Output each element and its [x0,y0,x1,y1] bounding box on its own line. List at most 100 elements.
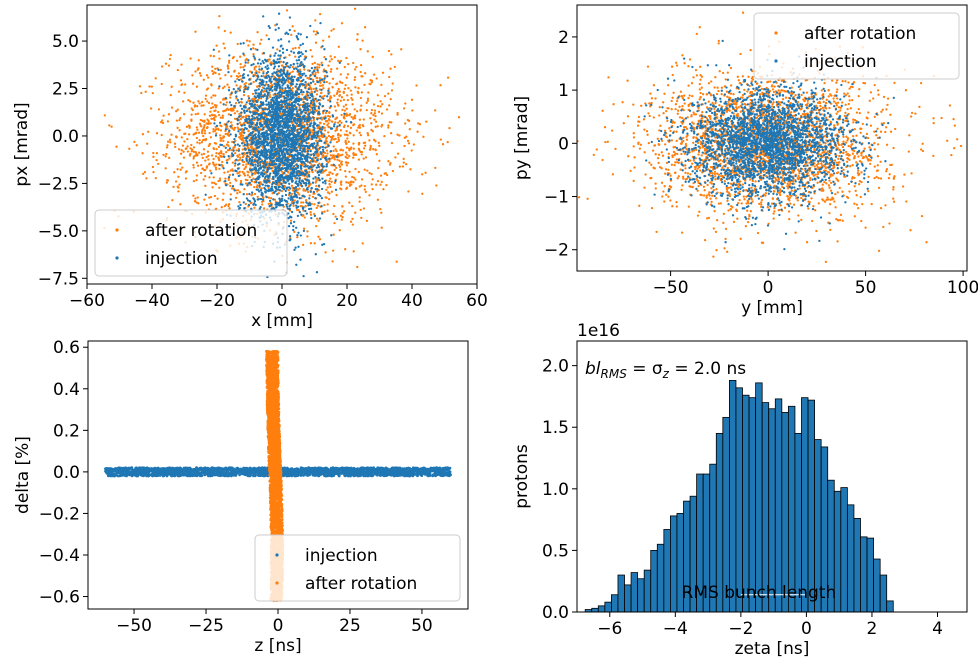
scatter-point [296,128,299,132]
scatter-point [222,167,225,170]
scatter-point [281,149,284,152]
scatter-point [280,81,284,84]
scatter-point [345,56,348,60]
scatter-point [262,169,265,172]
scatter-point [448,126,451,130]
scatter-point [348,149,351,152]
scatter-point [257,114,260,117]
scatter-point [304,81,307,84]
scatter-point [218,73,221,76]
scatter-point [339,81,342,84]
scatter-point [258,82,261,85]
scatter-point [204,97,207,101]
scatter-point [179,117,182,120]
scatter-point [315,224,318,228]
scatter-point [321,171,324,174]
scatter-point [335,82,339,85]
scatter-point [237,205,240,208]
scatter-point [295,59,298,62]
scatter-point [184,132,187,135]
scatter-point [285,99,288,102]
scatter-point [327,89,330,92]
scatter-point [252,43,255,46]
scatter-point [325,80,328,84]
scatter-point [328,171,331,174]
scatter-point [304,135,307,139]
scatter-point [259,164,262,167]
scatter-point [271,96,274,100]
scatter-point [384,171,387,175]
scatter-point [308,194,311,197]
scatter-point [313,90,316,94]
scatter-point [279,143,282,146]
scatter-point [281,76,285,79]
scatter-point [217,50,221,53]
scatter-point [227,70,230,74]
scatter-point [348,155,351,158]
scatter-point [233,117,237,120]
scatter-point [230,92,233,95]
scatter-point [291,196,294,199]
scatter-point [204,94,208,97]
scatter-point [301,144,304,148]
scatter-point [306,230,309,233]
scatter-point [380,211,383,214]
scatter-point [210,96,213,99]
scatter-point [290,80,294,83]
scatter-point [227,204,230,208]
scatter-point [344,175,348,178]
scatter-point [227,86,231,89]
scatter-point [290,75,293,78]
scatter-point [324,58,328,61]
scatter-point [252,203,255,206]
scatter-point [312,30,316,33]
scatter-point [259,144,262,147]
scatter-point [213,181,216,185]
scatter-point [222,144,226,148]
scatter-point [365,219,369,223]
scatter-point [252,55,255,58]
scatter-point [241,158,244,162]
scatter-point [318,63,321,66]
scatter-point [356,90,359,93]
scatter-point [388,75,391,79]
scatter-point [243,64,247,67]
scatter-point [326,203,329,206]
scatter-point [365,101,368,104]
scatter-point [389,67,392,70]
scatter-point [314,181,317,184]
scatter-point [245,136,249,139]
scatter-point [233,164,237,167]
scatter-point [277,27,280,30]
scatter-point [195,136,199,140]
scatter-point [226,143,229,146]
scatter-point [291,65,294,69]
scatter-point [255,185,259,189]
scatter-point [196,196,199,199]
scatter-point [389,132,393,135]
scatter-point [383,94,387,98]
scatter-point [208,162,211,165]
scatter-point [229,181,232,185]
scatter-point [235,169,238,173]
scatter-point [207,144,210,148]
scatter-point [319,117,322,120]
scatter-point [289,132,292,135]
scatter-point [439,84,442,87]
scatter-point [342,98,346,102]
scatter-point [281,51,285,54]
scatter-point [379,207,382,211]
scatter-point [359,96,363,100]
scatter-point [321,243,324,246]
scatter-point [268,106,271,109]
scatter-point [289,142,292,146]
scatter-point [350,146,353,149]
scatter-point [297,95,300,98]
scatter-point [296,191,300,194]
scatter-point [236,192,239,195]
scatter-point [173,171,176,174]
scatter-point [215,128,218,131]
scatter-point [304,74,307,77]
scatter-point [267,184,270,188]
scatter-point [297,245,300,248]
